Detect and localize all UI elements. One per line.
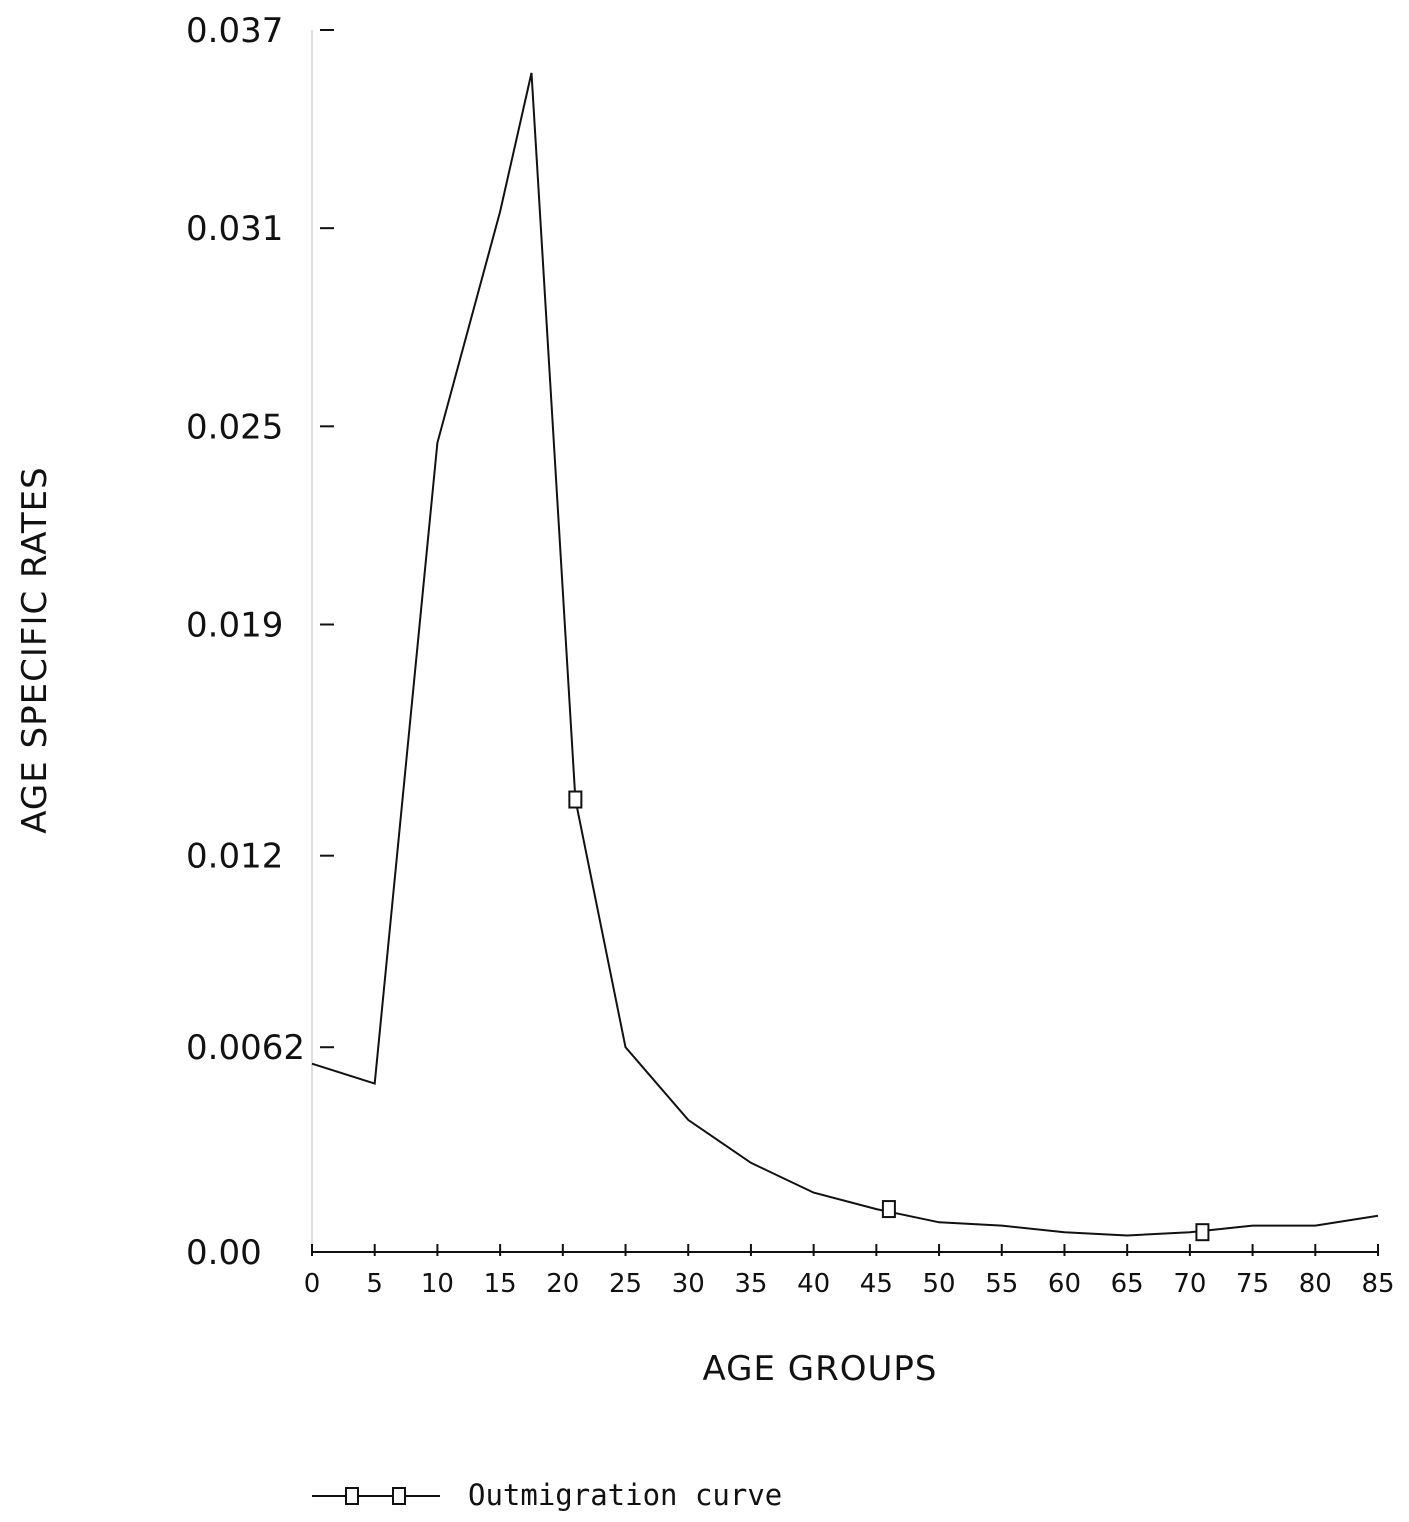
y-axis-title: AGE SPECIFIC RATES (15, 466, 55, 833)
x-tick-label: 20 (546, 1269, 579, 1299)
legend-marker (392, 1487, 406, 1505)
x-axis-ticks: 0 5 10 15 20 25 30 35 40 45 50 55 60 65 70 75 80 85 (304, 1244, 1395, 1299)
x-tick-label: 55 (985, 1269, 1018, 1299)
legend-label: Outmigration curve (468, 1478, 782, 1512)
x-tick-label: 80 (1299, 1269, 1332, 1299)
x-tick-label: 85 (1361, 1269, 1394, 1299)
series-layer (311, 72, 1379, 1242)
x-axis-title: AGE GROUPS (702, 1349, 937, 1389)
x-tick-label: 25 (609, 1269, 642, 1299)
y-tick-label: 0.031 (186, 209, 283, 249)
x-tick-label: 50 (923, 1269, 956, 1299)
x-tick-label: 45 (860, 1269, 893, 1299)
x-tick-label: 40 (797, 1269, 830, 1299)
data-point-marker (881, 1200, 896, 1219)
x-tick-label: 10 (421, 1269, 454, 1299)
x-tick-label: 35 (734, 1269, 767, 1299)
x-tick-label: 60 (1048, 1269, 1081, 1299)
x-tick-label: 75 (1236, 1269, 1269, 1299)
series (311, 72, 1379, 1242)
legend: Outmigration curve (312, 1478, 782, 1512)
axes (311, 30, 1378, 1253)
y-axis-ticks: 0.00 0.0062 0.012 0.019 0.025 0.031 0.037 (186, 11, 334, 1273)
y-tick-label: 0.0062 (186, 1028, 305, 1068)
series-line (311, 72, 1379, 1237)
x-tick-label: 0 (304, 1269, 321, 1299)
y-tick-label: 0.037 (186, 11, 283, 51)
x-tick-label: 5 (366, 1269, 383, 1299)
data-point-marker (568, 790, 583, 809)
x-tick-label: 15 (484, 1269, 517, 1299)
x-tick-label: 65 (1111, 1269, 1144, 1299)
x-tick-label: 30 (672, 1269, 705, 1299)
y-tick-label: 0.012 (186, 837, 283, 877)
y-tick-label: 0.00 (186, 1233, 262, 1273)
x-tick-label: 70 (1173, 1269, 1206, 1299)
data-point-marker (1195, 1223, 1210, 1242)
legend-marker (345, 1487, 359, 1505)
y-tick-label: 0.019 (186, 605, 283, 645)
y-tick-label: 0.025 (186, 407, 283, 447)
